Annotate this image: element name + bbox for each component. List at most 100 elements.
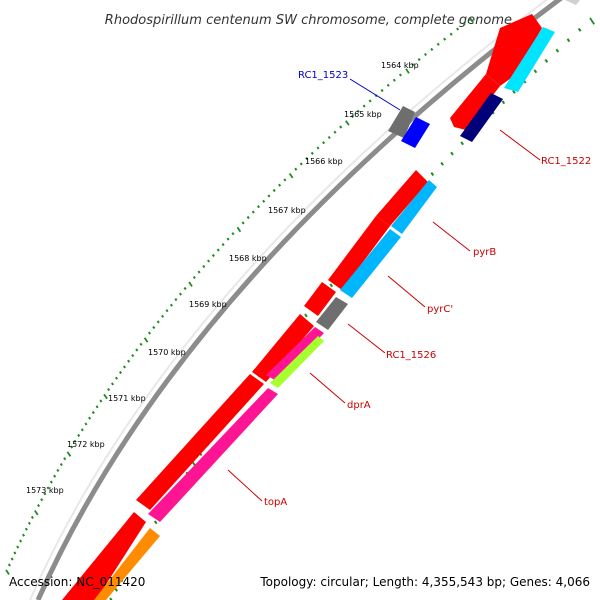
- outer-tick-67: [114, 376, 119, 380]
- outer-tick-29: [294, 167, 298, 171]
- gene-cyan-upper[interactable]: [504, 27, 555, 92]
- label-topA[interactable]: topA: [264, 497, 287, 508]
- gene-red-bottom[interactable]: [62, 512, 146, 600]
- outer-tick-26: [310, 151, 314, 155]
- outer-tick-2: [456, 27, 460, 31]
- outer-tick-96: [16, 545, 20, 549]
- gene-red-mid-4[interactable]: [252, 314, 314, 382]
- outer-tick-58: [152, 325, 156, 330]
- tick-label-1566: 1566 kbp: [305, 157, 343, 166]
- outer-tick-90: [34, 509, 39, 516]
- gene-magenta-upper[interactable]: [266, 327, 324, 382]
- inner-tick-8: [501, 100, 506, 105]
- outer-tick-38: [246, 215, 250, 220]
- gene-gray-1526[interactable]: [316, 297, 348, 330]
- gene-magenta-topA[interactable]: [148, 388, 278, 522]
- inner-tick-4: [544, 58, 549, 63]
- gene-blue-1523[interactable]: [401, 117, 430, 148]
- inner-tick-13: [450, 151, 454, 156]
- label-rc1-1523[interactable]: RC1_1523: [298, 70, 348, 81]
- gene-red-mid-2[interactable]: [328, 216, 390, 290]
- tick-label-1568: 1568 kbp: [229, 254, 267, 263]
- outer-tick-70: [103, 393, 108, 400]
- outer-tick-48: [197, 270, 201, 274]
- outer-tick-74: [88, 416, 92, 420]
- gene-red-mid-1[interactable]: [376, 170, 428, 226]
- gene-red-upper-1[interactable]: [486, 14, 542, 86]
- outer-tick-75: [84, 422, 88, 426]
- outer-tick-53: [174, 298, 178, 302]
- outer-tick-5: [436, 42, 440, 46]
- inner-tick-1: [577, 27, 582, 32]
- map-title: Rhodospirillum centenum SW chromosome, c…: [105, 13, 512, 28]
- outer-tick-7: [423, 52, 427, 57]
- label-pyrC[interactable]: pyrC': [427, 304, 453, 315]
- minor-ticks: [109, 17, 595, 600]
- topology-text: Topology: circular; Length: 4,355,543 bp…: [259, 575, 590, 589]
- outer-tick-63: [131, 354, 135, 358]
- inner-tick-3: [555, 48, 560, 53]
- outer-tick-83: [56, 468, 60, 472]
- label-dprA[interactable]: dprA: [347, 400, 371, 411]
- tick-label-1570: 1570 kbp: [148, 348, 186, 357]
- gene-gray-1523[interactable]: [388, 106, 415, 138]
- outer-tick-85: [49, 480, 53, 484]
- connector-topA: [227, 469, 263, 502]
- inner-tick-5: [533, 69, 538, 74]
- outer-tick-39: [241, 221, 245, 225]
- outer-tick-62: [135, 348, 139, 352]
- gene-red-upper-2[interactable]: [450, 74, 500, 130]
- outer-tick-55: [165, 309, 169, 313]
- outer-tick-12: [392, 78, 396, 82]
- gene-sky-pyrB[interactable]: [391, 180, 437, 234]
- outer-tick-24: [322, 141, 326, 145]
- chromosome-backbone: [35, 0, 563, 600]
- inner-tick-2: [566, 38, 571, 43]
- outer-tick-82: [59, 463, 63, 467]
- kbp-ruler: [5, 17, 474, 575]
- outer-tick-41: [231, 232, 235, 236]
- tick-label-1571: 1571 kbp: [108, 394, 146, 403]
- gene-top-corner: [565, 0, 580, 5]
- inner-tick-15: [430, 172, 435, 176]
- inner-tick-26: [329, 283, 334, 288]
- gene-sky-pyrC[interactable]: [340, 229, 401, 298]
- label-rc1-1522[interactable]: RC1_1522: [541, 156, 591, 167]
- connector-1523: [349, 78, 401, 111]
- outer-tick-1: [462, 22, 466, 26]
- outer-tick-73: [91, 410, 95, 415]
- outer-tick-10: [405, 68, 410, 74]
- outer-tick-84: [53, 474, 57, 478]
- outer-tick-65: [122, 365, 127, 369]
- outer-tick-28: [299, 162, 303, 166]
- tick-label-1567: 1567 kbp: [268, 206, 306, 215]
- outer-tick-56: [161, 314, 165, 318]
- outer-tick-71: [99, 399, 103, 403]
- outer-tick-80: [66, 451, 72, 457]
- gene-navy-upper[interactable]: [460, 93, 503, 142]
- outer-tick-54: [169, 303, 173, 307]
- outer-tick-99: [7, 563, 11, 567]
- gene-red-mid-3[interactable]: [304, 282, 336, 316]
- connector-1522-a: [499, 129, 541, 161]
- outer-tick-6: [430, 47, 434, 51]
- gene-orange-bottom[interactable]: [94, 528, 160, 600]
- gene-lime-dprA[interactable]: [270, 336, 324, 388]
- outer-tick-40: [236, 226, 242, 233]
- label-pyrB[interactable]: pyrB: [473, 247, 496, 258]
- backbone-shadow: [29, 0, 549, 600]
- outer-tick-44: [216, 248, 220, 252]
- outer-tick-77: [77, 433, 81, 438]
- outer-tick-81: [63, 457, 67, 461]
- outer-tick-20: [345, 120, 350, 126]
- outer-tick-8: [417, 58, 421, 62]
- outer-tick-22: [333, 130, 337, 134]
- outer-tick-88: [40, 498, 44, 502]
- gene-red-long[interactable]: [136, 374, 264, 510]
- label-rc1-1526[interactable]: RC1_1526: [386, 350, 436, 361]
- outer-tick-18: [356, 109, 360, 113]
- outer-tick-27: [305, 157, 309, 161]
- outer-tick-9: [411, 63, 415, 67]
- outer-tick-86: [46, 486, 50, 490]
- outer-tick-37: [251, 210, 255, 214]
